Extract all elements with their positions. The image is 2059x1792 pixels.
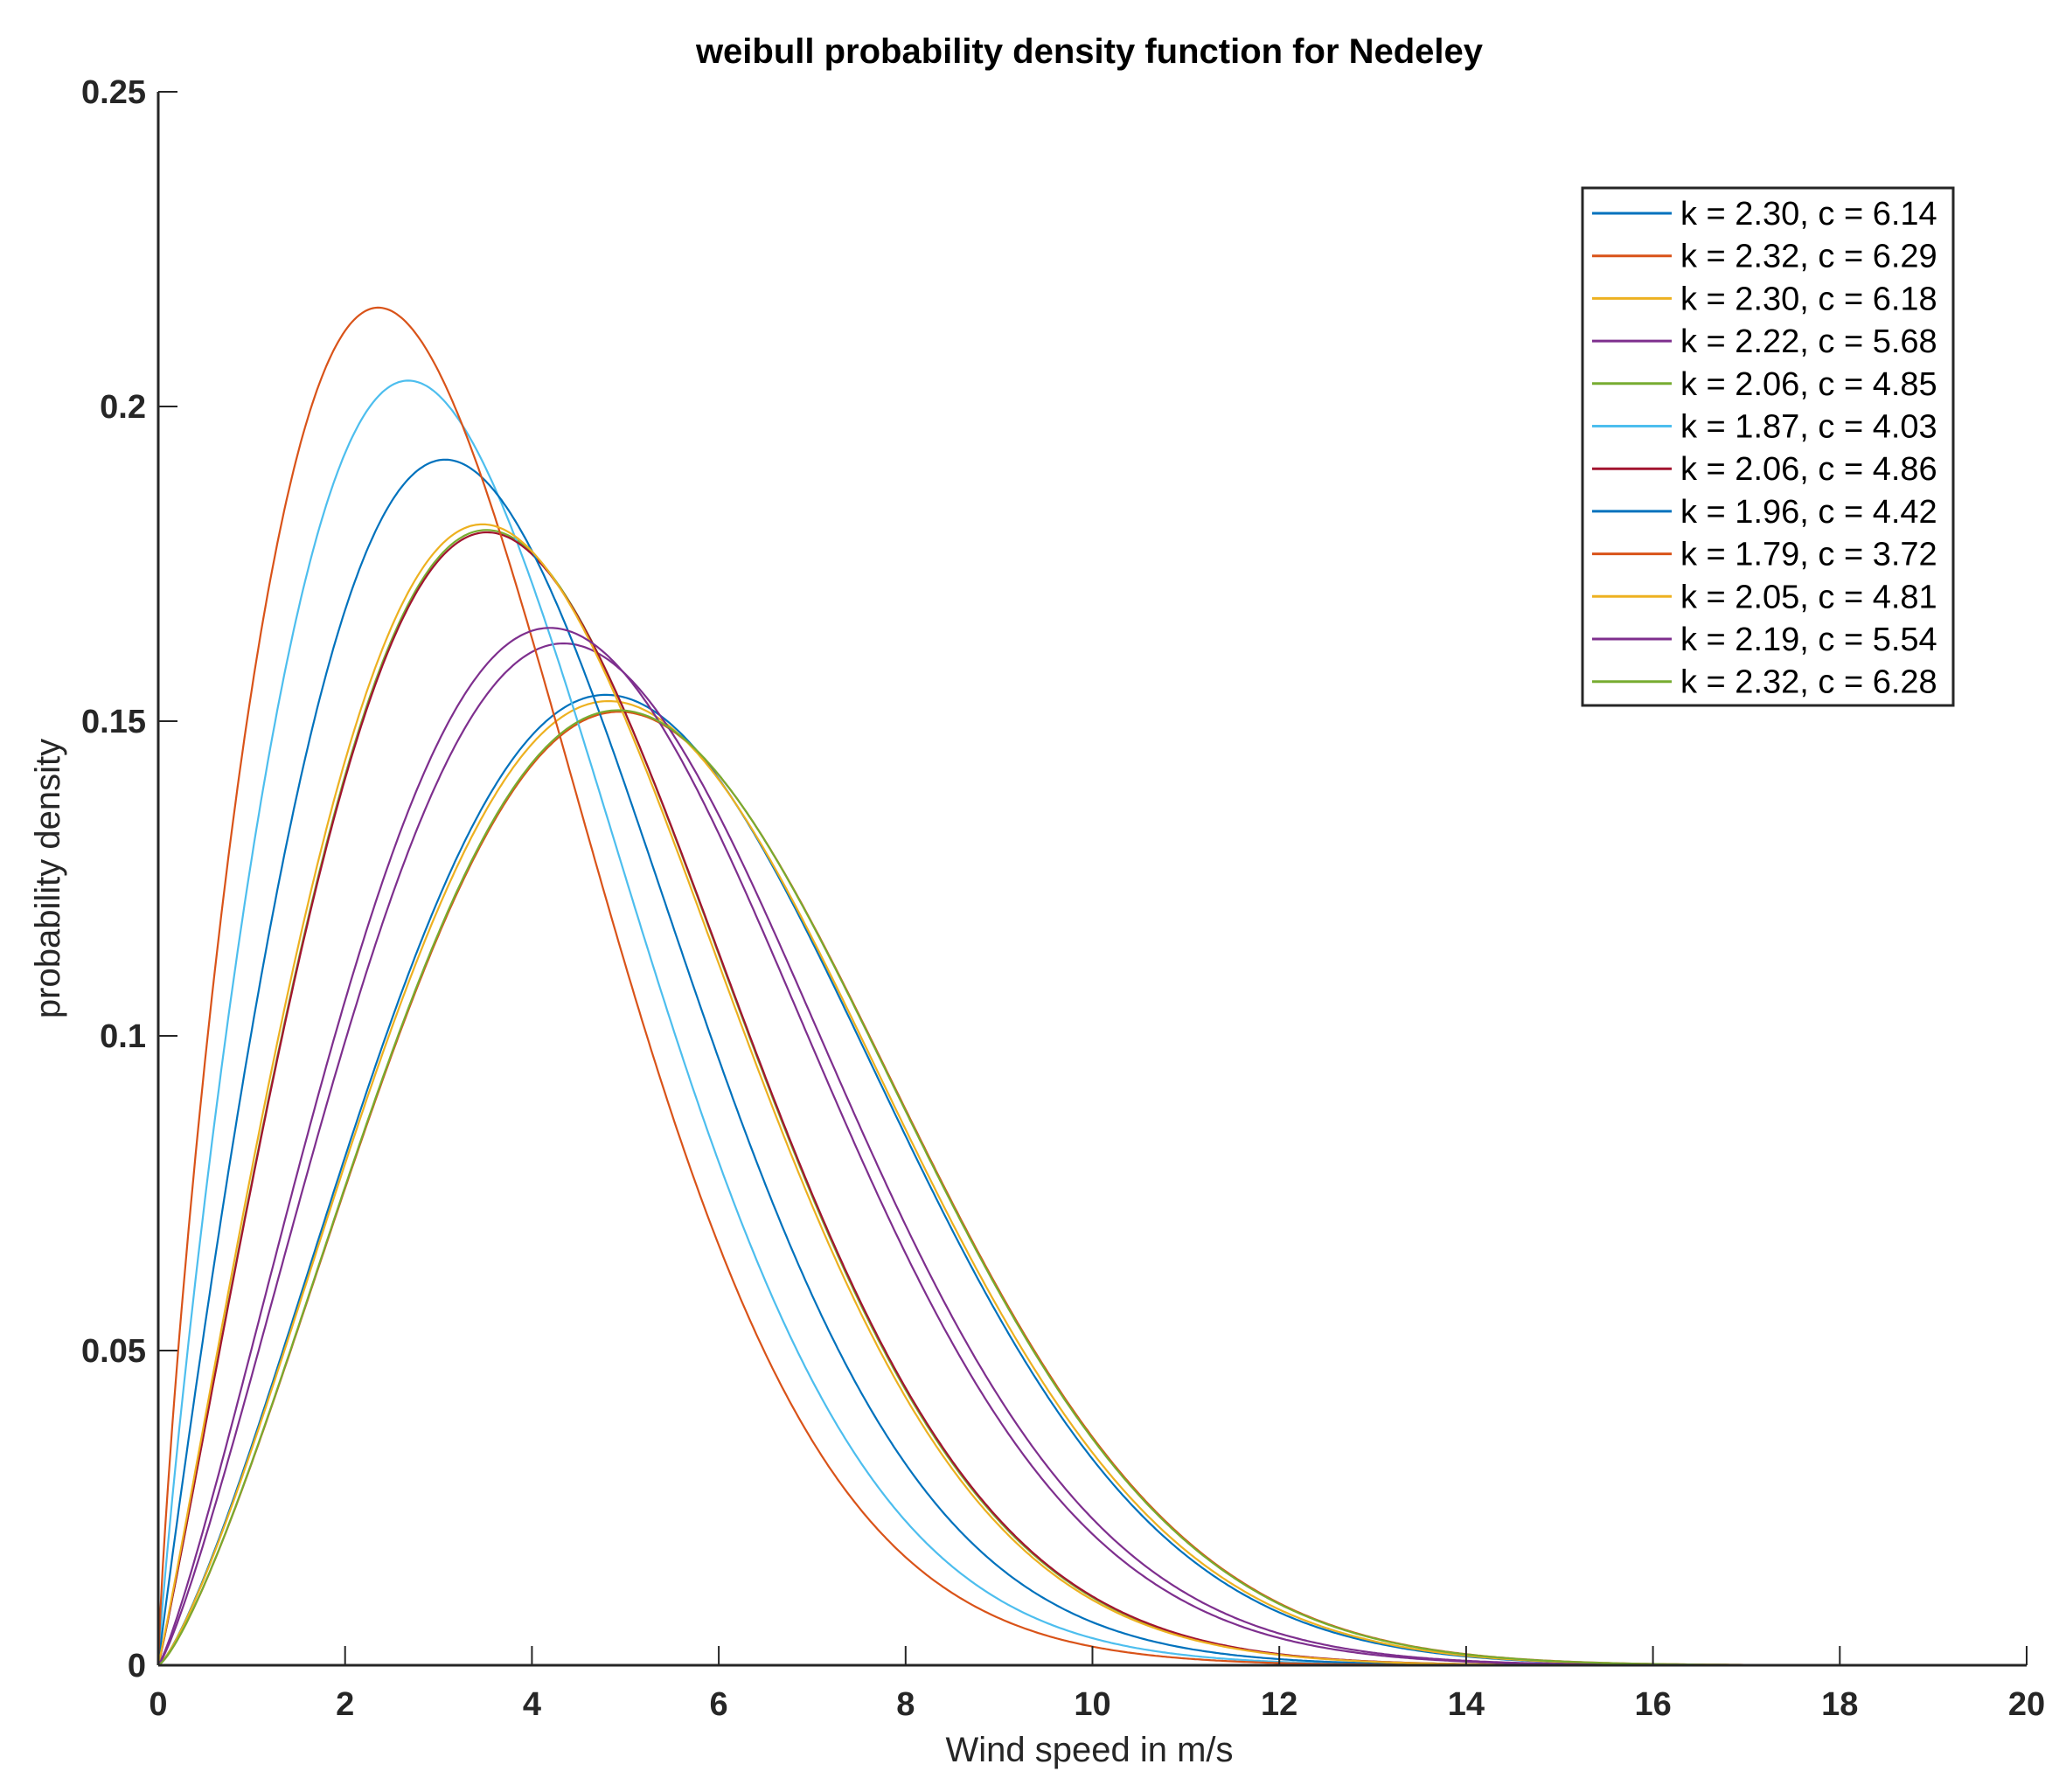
- legend-label: k = 2.32, c = 6.28: [1680, 664, 1937, 701]
- x-tick-label: 4: [523, 1686, 541, 1723]
- y-ticks: 0 0.05 0.1 0.15 0.2 0.25: [81, 74, 177, 1684]
- y-tick-label: 0.25: [81, 74, 146, 111]
- legend-item: k = 1.79, c = 3.72: [1592, 537, 1937, 573]
- x-tick-label: 12: [1261, 1686, 1297, 1723]
- legend-label: k = 2.06, c = 4.85: [1680, 366, 1937, 403]
- series-line-11: [157, 627, 2027, 1667]
- legend-item: k = 2.06, c = 4.86: [1592, 451, 1937, 488]
- legend-box: [1581, 186, 1955, 707]
- legend-label: k = 2.05, c = 4.81: [1680, 579, 1937, 615]
- legend-label: k = 1.96, c = 4.42: [1680, 494, 1937, 531]
- legend-item: k = 1.87, c = 4.03: [1592, 409, 1937, 446]
- x-tick-label: 6: [710, 1686, 728, 1723]
- legend-item: k = 2.06, c = 4.85: [1592, 366, 1937, 403]
- y-axis-label: probability density: [29, 739, 67, 1018]
- y-tick-label: 0.1: [100, 1018, 146, 1055]
- legend-item: k = 2.32, c = 6.28: [1592, 664, 1937, 701]
- x-axis-label: Wind speed in m/s: [945, 1731, 1233, 1769]
- legend: k = 2.30, c = 6.14 k = 2.32, c = 6.29 k = …: [1581, 186, 1955, 707]
- x-tick-label: 20: [2008, 1686, 2045, 1723]
- legend-item: k = 2.19, c = 5.54: [1592, 622, 1937, 658]
- legend-label: k = 1.87, c = 4.03: [1680, 409, 1937, 446]
- legend-label: k = 1.79, c = 3.72: [1680, 537, 1937, 573]
- y-tick-label: 0.2: [100, 389, 146, 426]
- legend-label: k = 2.30, c = 6.14: [1680, 196, 1937, 233]
- x-tick-label: 2: [336, 1686, 354, 1723]
- legend-item: k = 1.96, c = 4.42: [1592, 494, 1937, 531]
- x-ticks: 0 2 4 6 8 10 12 14 16 18 20: [149, 1646, 2045, 1723]
- series-line-2: [157, 711, 2027, 1667]
- legend-label: k = 2.19, c = 5.54: [1680, 622, 1937, 658]
- legend-item: k = 2.32, c = 6.29: [1592, 239, 1937, 275]
- chart-title: weibull probability density function for…: [695, 32, 1484, 71]
- x-tick-label: 0: [149, 1686, 167, 1723]
- series-line-12: [157, 709, 2027, 1667]
- legend-item: k = 2.22, c = 5.68: [1592, 323, 1937, 360]
- x-tick-label: 10: [1074, 1686, 1110, 1723]
- legend-item: k = 2.30, c = 6.18: [1592, 281, 1937, 317]
- legend-label: k = 2.32, c = 6.29: [1680, 239, 1937, 275]
- series-line-3: [157, 700, 2027, 1667]
- legend-item: k = 2.05, c = 4.81: [1592, 579, 1937, 615]
- legend-label: k = 2.06, c = 4.86: [1680, 451, 1937, 488]
- y-tick-label: 0.15: [81, 704, 146, 740]
- x-tick-label: 18: [1821, 1686, 1858, 1723]
- y-tick-label: 0.05: [81, 1333, 146, 1370]
- legend-item: k = 2.30, c = 6.14: [1592, 196, 1937, 233]
- legend-label: k = 2.30, c = 6.18: [1680, 281, 1937, 317]
- legend-label: k = 2.22, c = 5.68: [1680, 323, 1937, 360]
- series-line-4: [157, 642, 2027, 1667]
- x-tick-label: 14: [1448, 1686, 1485, 1723]
- y-tick-label: 0: [128, 1648, 146, 1684]
- x-tick-label: 16: [1634, 1686, 1671, 1723]
- x-tick-label: 8: [896, 1686, 915, 1723]
